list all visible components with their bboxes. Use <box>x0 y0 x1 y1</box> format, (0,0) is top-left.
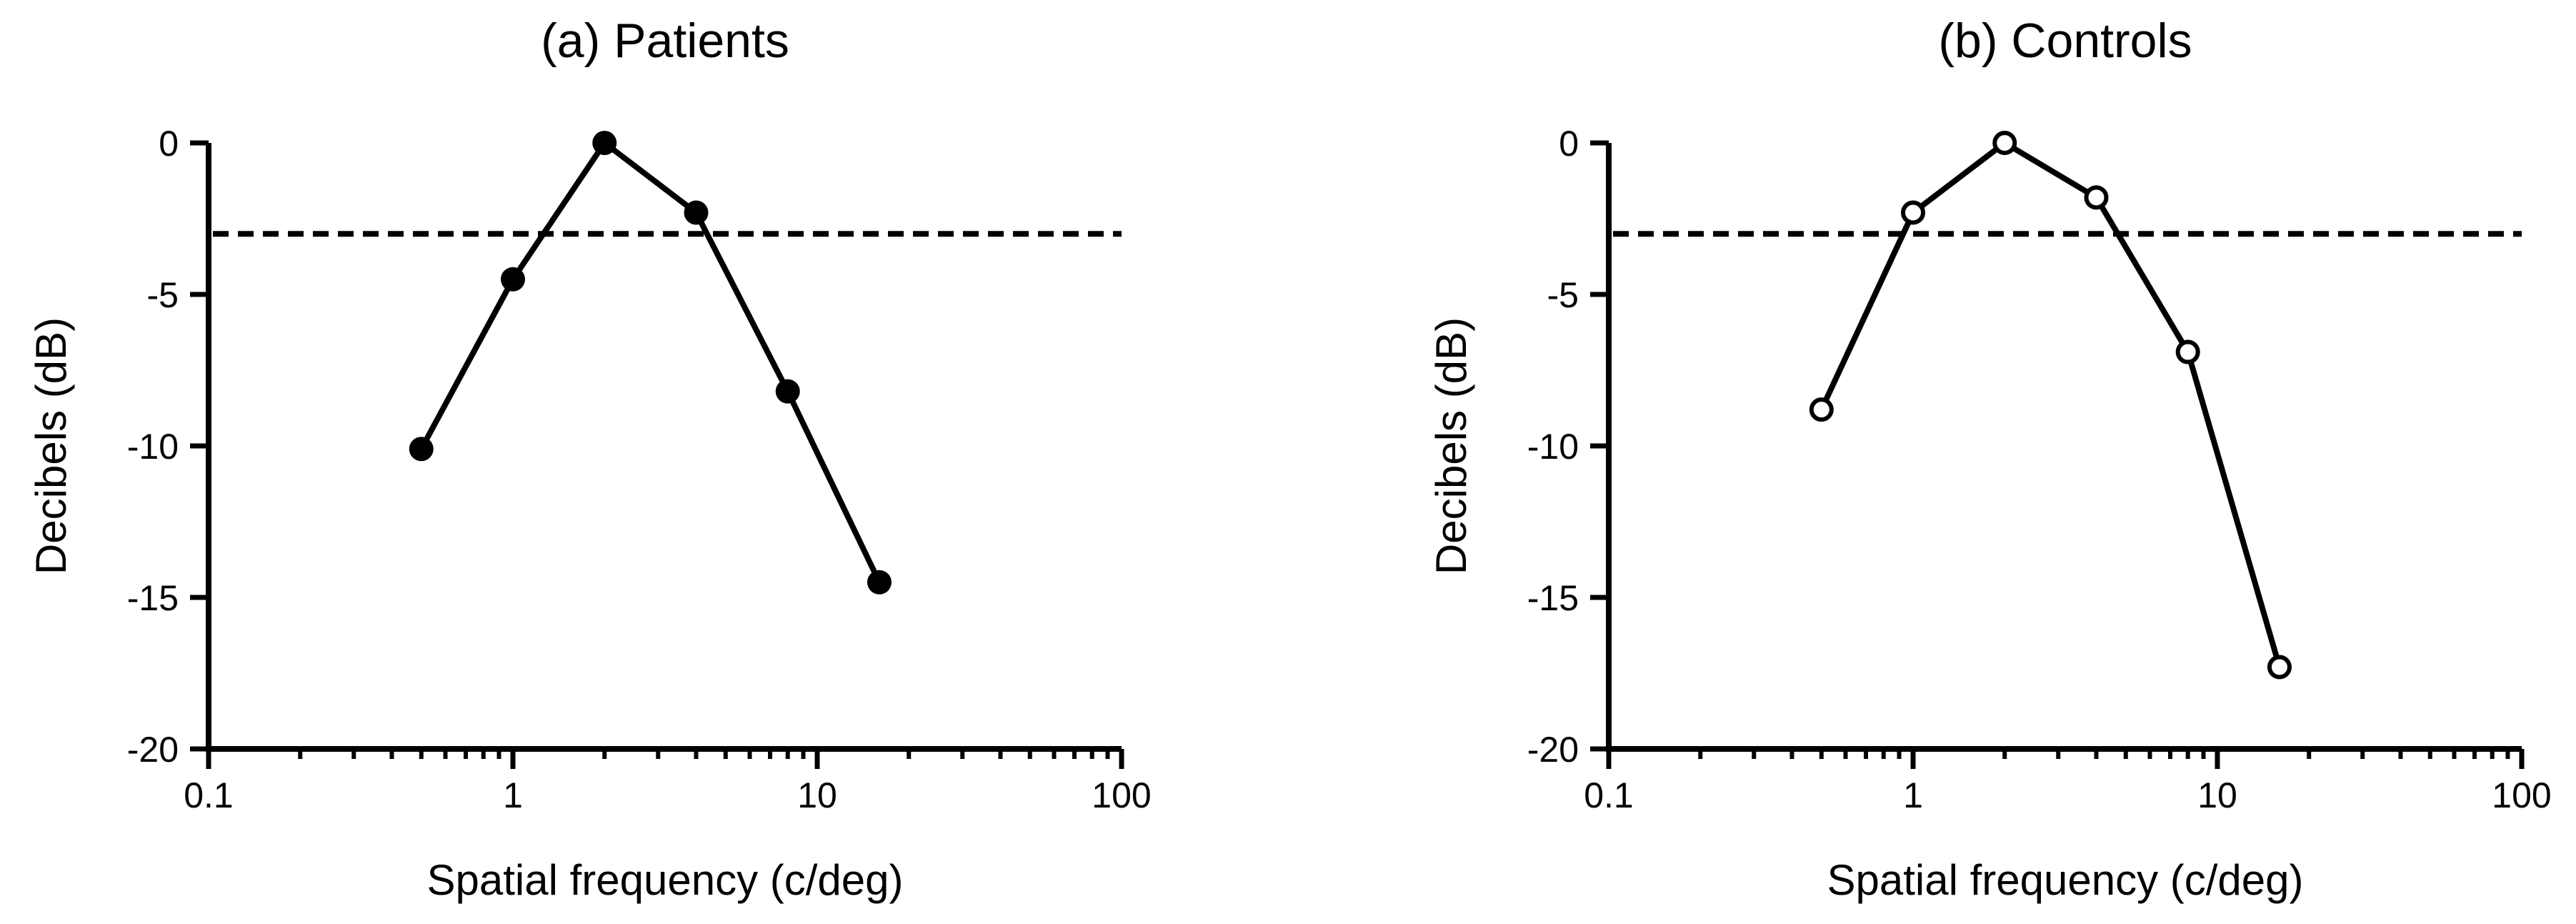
data-point <box>592 131 617 155</box>
x-tick-label: 10 <box>797 775 837 815</box>
x-tick-label: 1 <box>503 775 523 815</box>
controls-panel: (b) Controls 0 -5 -10 -15 -200.1 1 10 100 Spatial… <box>1427 14 2552 904</box>
data-point <box>2267 655 2292 680</box>
y-tick-label: -5 <box>147 275 179 315</box>
data-point <box>409 437 434 462</box>
y-tick-label: -15 <box>1527 578 1579 618</box>
y-axis-label: Decibels (dB) <box>27 317 75 575</box>
y-tick-label: 0 <box>1559 124 1579 164</box>
series-line <box>419 140 882 584</box>
x-tick-label: 100 <box>1092 775 1151 815</box>
y-tick-label: -5 <box>1547 275 1579 315</box>
data-point <box>775 379 800 404</box>
data-point <box>501 267 525 292</box>
x-tick-label: 1 <box>1903 775 1923 815</box>
data-point <box>2084 185 2109 210</box>
y-tick-label: -10 <box>1527 427 1579 467</box>
y-axis-label: Decibels (dB) <box>1427 317 1475 575</box>
y-tick-label: -20 <box>127 730 179 770</box>
data-point <box>867 570 892 595</box>
series-line <box>1819 140 2282 668</box>
x-axis-label: Spatial frequency (c/deg) <box>426 856 903 904</box>
chart-title: (a) Patients <box>541 14 789 68</box>
y-tick-label: -15 <box>127 578 179 618</box>
x-tick-label: 100 <box>2492 775 2551 815</box>
x-axis-label: Spatial frequency (c/deg) <box>1827 856 2303 904</box>
x-tick-label: 10 <box>2197 775 2237 815</box>
y-tick-label: 0 <box>159 124 179 164</box>
data-point <box>1992 131 2017 155</box>
data-point <box>1901 200 1925 225</box>
x-tick-label: 0.1 <box>184 775 234 815</box>
data-point <box>684 200 709 225</box>
data-point <box>2175 339 2200 364</box>
data-point <box>1809 397 1834 422</box>
x-tick-label: 0.1 <box>1584 775 1634 815</box>
y-tick-label: -10 <box>127 427 179 467</box>
chart-title: (b) Controls <box>1938 14 2192 68</box>
patients-panel: (a) Patients 0 -5 -10 -15 -200.1 1 10 100 Spatial… <box>27 14 1152 904</box>
y-tick-label: -20 <box>1527 730 1579 770</box>
